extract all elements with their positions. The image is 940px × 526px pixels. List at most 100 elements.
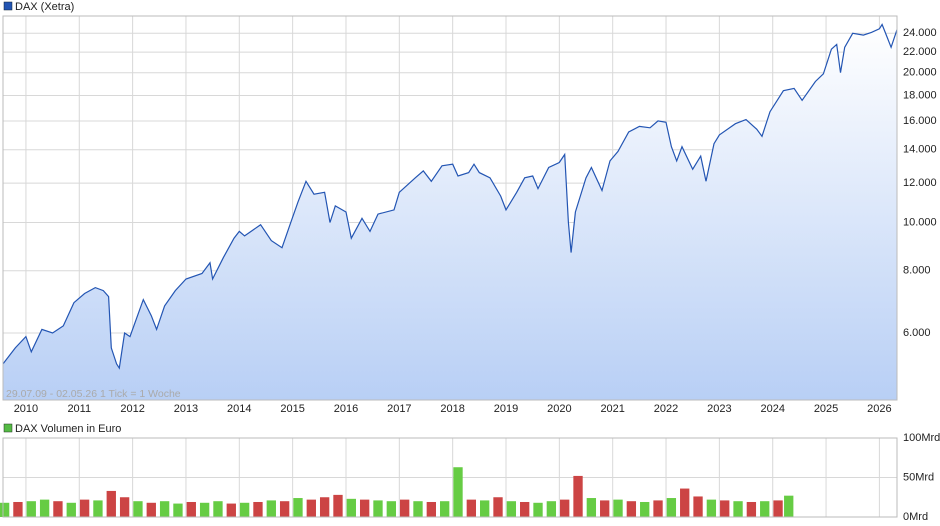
bar [546, 501, 557, 517]
bar [199, 502, 210, 517]
y-tick-label: 20.000 [903, 67, 937, 79]
plot-frame [2, 437, 898, 518]
bar [79, 499, 90, 517]
bar [239, 502, 250, 517]
x-tick-label: 2015 [280, 403, 304, 415]
y-tick-label: 24.000 [903, 27, 937, 39]
bar [586, 498, 597, 517]
x-tick-label: 2018 [440, 403, 464, 415]
bar [520, 501, 530, 517]
bar [26, 501, 36, 517]
y-tick-label: 6.000 [903, 327, 931, 339]
y-tick-label: 50Mrd [903, 471, 934, 483]
bar [253, 501, 263, 517]
bar [13, 501, 23, 517]
x-tick-label: 2022 [654, 403, 678, 415]
x-tick-label: 2017 [387, 403, 411, 415]
bar [373, 500, 383, 517]
y-tick-label: 18.000 [903, 89, 937, 101]
y-tick-label: 12.000 [903, 177, 937, 189]
y-tick-label: 16.000 [903, 115, 937, 127]
bar [0, 502, 10, 517]
x-tick-label: 2021 [600, 403, 624, 415]
line [2, 23, 898, 370]
bar [626, 501, 637, 517]
bar [533, 502, 543, 517]
bar [439, 501, 450, 517]
bar [640, 501, 650, 517]
bar [399, 499, 410, 517]
x-tick-label: 2016 [334, 403, 358, 415]
bar [453, 467, 463, 517]
bar [653, 500, 663, 517]
bar [506, 501, 517, 517]
x-tick-label: 2026 [867, 403, 891, 415]
bar [680, 488, 690, 517]
bar [106, 490, 116, 517]
bar [146, 502, 156, 517]
x-tick-label: 2014 [227, 403, 251, 415]
x-tick-label: 2019 [494, 403, 518, 415]
bar [53, 501, 63, 517]
bar [266, 500, 276, 517]
x-tick-label: 2023 [707, 403, 731, 415]
bar [119, 497, 130, 517]
bar [333, 494, 343, 517]
bar [133, 501, 143, 517]
bar [733, 501, 743, 517]
bar [493, 497, 503, 517]
y-tick-label: 22.000 [903, 46, 937, 58]
bar [693, 496, 703, 517]
area [3, 24, 897, 400]
bar [226, 503, 236, 517]
chart-title: DAX (Xetra) [15, 1, 74, 13]
x-tick-label: 2020 [547, 403, 571, 415]
bar [306, 499, 316, 517]
chart-title: DAX Volumen in Euro [15, 423, 121, 435]
bar [706, 499, 717, 517]
bar [293, 498, 303, 517]
x-tick-label: 2012 [120, 403, 144, 415]
bar [784, 495, 794, 517]
legend-swatch [3, 1, 13, 11]
bar [346, 498, 356, 517]
bar [186, 501, 196, 517]
bar [573, 475, 583, 517]
y-tick-label: 0Mrd [903, 511, 928, 523]
bar [66, 502, 76, 517]
y-tick-label: 14.000 [903, 144, 937, 156]
x-tick-label: 2024 [760, 403, 784, 415]
bar [319, 497, 330, 517]
legend-swatch [3, 423, 13, 433]
bar [93, 500, 103, 517]
y-tick-label: 8.000 [903, 265, 931, 277]
bar [773, 500, 783, 517]
bar [426, 501, 436, 517]
bar [746, 501, 757, 517]
x-tick-label: 2010 [14, 403, 38, 415]
x-tick-label: 2013 [174, 403, 198, 415]
plot-frame [2, 15, 898, 401]
y-tick-label: 100Mrd [903, 432, 940, 444]
bar [413, 501, 423, 517]
bar [279, 501, 290, 517]
x-tick-label: 2025 [814, 403, 838, 415]
bar [173, 503, 183, 517]
bar [666, 498, 677, 517]
bar [480, 500, 490, 517]
y-tick-label: 10.000 [903, 216, 937, 228]
x-tick-label: 2011 [67, 403, 91, 415]
bar [560, 499, 570, 517]
bar [359, 499, 370, 517]
bar [720, 500, 730, 517]
bar [613, 499, 623, 517]
annotation: 29.07.09 - 02.05.26 1 Tick = 1 Woche [6, 388, 181, 400]
bar [600, 500, 610, 517]
bar [760, 501, 770, 517]
bar [466, 499, 477, 517]
bar [386, 501, 396, 517]
bar [213, 501, 223, 517]
bar [39, 499, 50, 517]
bar [159, 501, 170, 517]
